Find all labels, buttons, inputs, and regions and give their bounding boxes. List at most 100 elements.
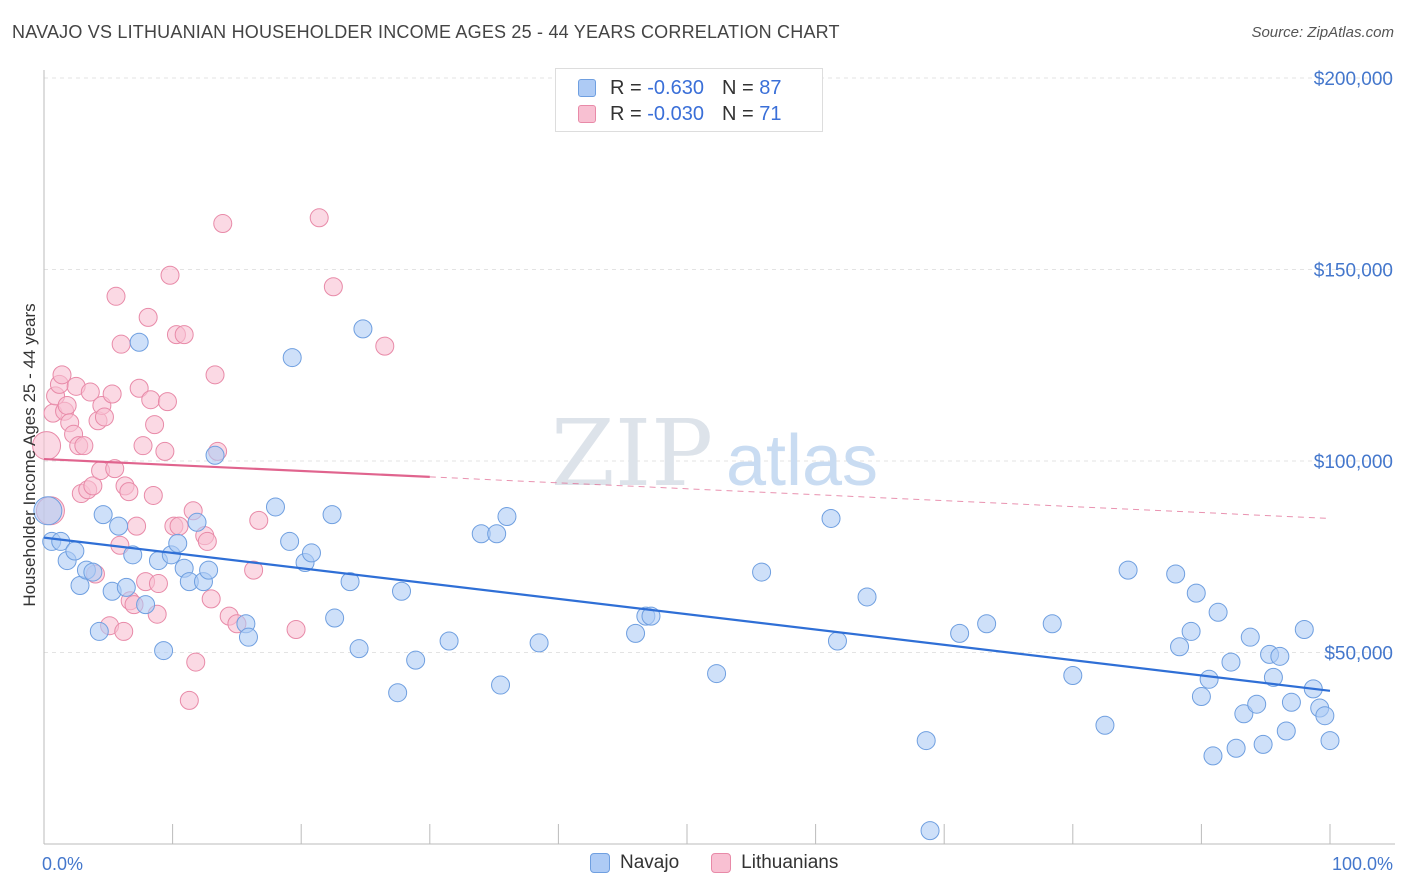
lithuanians-point	[323, 277, 343, 297]
navajo-point	[187, 512, 207, 532]
legend-label-lithuanians: Lithuanians	[741, 852, 839, 873]
navajo-points	[33, 319, 1340, 841]
navajo-point	[1281, 692, 1301, 712]
lithuanians-point	[174, 325, 194, 345]
navajo-point	[1221, 652, 1241, 672]
navajo-point	[1186, 583, 1206, 603]
y-axis-label: Householder Income Ages 25 - 44 years	[20, 303, 39, 606]
navajo-point	[1226, 738, 1246, 758]
lithuanians-point	[138, 307, 158, 327]
lithuanians-point	[309, 208, 329, 228]
navajo-point	[282, 348, 302, 368]
legend-row-navajo: R = -0.630 N = 87	[578, 76, 781, 100]
navajo-point	[116, 577, 136, 597]
navajo-point	[977, 614, 997, 634]
lithuanians-point	[197, 531, 217, 551]
legend-n-value: 71	[759, 102, 782, 125]
legend-r-value: -0.030	[647, 102, 704, 125]
navajo-point	[89, 621, 109, 641]
navajo-point	[1234, 704, 1254, 724]
navajo-point	[265, 497, 285, 517]
legend-r-label: R =	[610, 102, 648, 125]
navajo-swatch	[578, 79, 596, 97]
lithuanians-point	[186, 652, 206, 672]
lithuanians-point	[201, 589, 221, 609]
legend-n-label: N =	[721, 76, 760, 99]
tick-labels: $50,000 $100,000 $150,000 $200,000 0.0% 100.0…	[42, 69, 1393, 874]
lithuanians-point	[286, 620, 306, 640]
navajo-point	[199, 560, 219, 580]
navajo-point	[1315, 706, 1335, 726]
navajo-point	[1095, 715, 1115, 735]
lithuanians-point	[111, 334, 131, 354]
navajo-point	[154, 641, 174, 661]
chart-title: NAVAJO VS LITHUANIAN HOUSEHOLDER INCOME …	[12, 22, 840, 42]
navajo-point	[406, 650, 426, 670]
lithuanians-point	[213, 214, 233, 234]
lithuanians-point	[57, 395, 77, 415]
lithuanians-point	[74, 436, 94, 456]
legend-r-label: R =	[610, 76, 648, 99]
lithuanians-point	[160, 265, 180, 285]
navajo-point	[821, 508, 841, 528]
navajo-point	[1191, 687, 1211, 707]
navajo-point	[626, 623, 646, 643]
lithuanians-point	[106, 286, 126, 306]
navajo-point	[1118, 560, 1138, 580]
lithuanians-point	[143, 485, 163, 505]
navajo-point	[301, 543, 321, 563]
lithuanians-point	[80, 382, 100, 402]
navajo-point	[1042, 614, 1062, 634]
navajo-point	[388, 683, 408, 703]
navajo-point	[487, 524, 507, 544]
legend-r-value: -0.630	[647, 76, 704, 99]
navajo-point	[1203, 746, 1223, 766]
navajo-point	[340, 572, 360, 592]
navajo-point	[491, 675, 511, 695]
y-tick-label: $50,000	[1324, 644, 1393, 665]
navajo-point	[950, 623, 970, 643]
navajo-point	[168, 533, 188, 553]
y-tick-label: $100,000	[1314, 452, 1393, 473]
navajo-point	[752, 562, 772, 582]
navajo-point	[497, 507, 517, 527]
lithuanians-point	[127, 516, 147, 536]
navajo-point	[916, 731, 936, 751]
navajo-point	[707, 664, 727, 684]
watermark-atlas: atlas	[726, 421, 878, 501]
navajo-point	[325, 608, 345, 628]
navajo-point	[1199, 669, 1219, 689]
legend-item-navajo[interactable]: Navajo	[590, 852, 679, 874]
navajo-trendline	[43, 536, 1331, 692]
navajo-point	[827, 631, 847, 651]
navajo-point	[1181, 621, 1201, 641]
navajo-point	[1063, 665, 1083, 685]
lithuanians-point	[375, 336, 395, 356]
navajo-point	[83, 562, 103, 582]
lithuanians-point	[179, 690, 199, 710]
navajo-point	[1208, 602, 1228, 622]
navajo-point	[349, 639, 369, 659]
trendlines	[43, 457, 1331, 692]
lithuanians-point	[145, 415, 165, 435]
lithuanians-point	[169, 516, 189, 536]
stats-legend: R = -0.630 N = 87 R = -0.030 N = 71	[555, 68, 823, 132]
lithuanians-point	[119, 482, 139, 502]
navajo-point	[123, 545, 143, 565]
legend-n-value: 87	[759, 76, 782, 99]
y-tick-label: $150,000	[1314, 261, 1393, 282]
navajo-point	[1253, 734, 1273, 754]
navajo-point	[920, 821, 940, 841]
navajo-point	[1276, 721, 1296, 741]
navajo-point	[1247, 694, 1267, 714]
legend-row-lithuanians: R = -0.030 N = 71	[578, 102, 781, 126]
navajo-point	[1270, 646, 1290, 666]
lithuanians-point	[52, 365, 72, 385]
lithuanians-point	[129, 378, 149, 398]
legend-item-lithuanians[interactable]: Lithuanians	[711, 852, 838, 874]
series-legend: Navajo Lithuanians	[590, 852, 870, 874]
navajo-point	[129, 332, 149, 352]
navajo-point	[439, 631, 459, 651]
navajo-point	[1170, 637, 1190, 657]
navajo-point	[1320, 731, 1340, 751]
